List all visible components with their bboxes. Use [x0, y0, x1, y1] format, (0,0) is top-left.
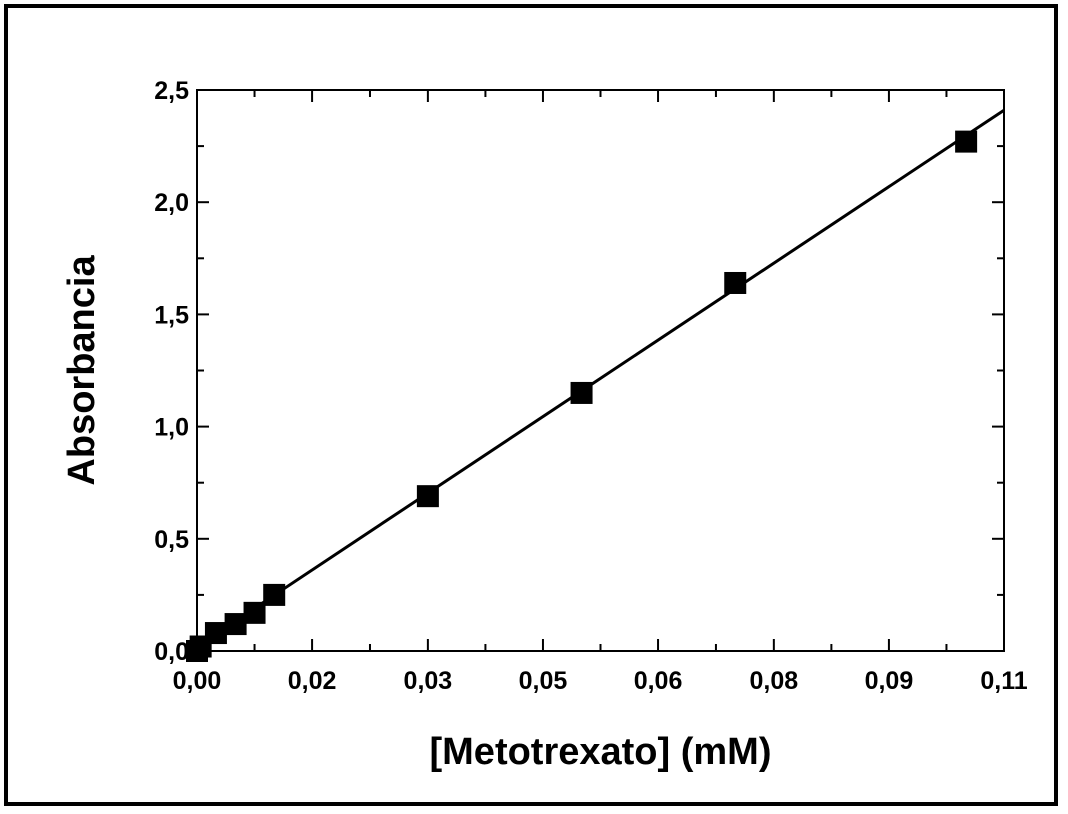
y-tick-label: 0,5 — [154, 526, 189, 554]
x-tick-label: 0,03 — [404, 667, 453, 695]
y-tick-label: 1,0 — [154, 414, 189, 442]
x-tick-label: 0,00 — [173, 667, 222, 695]
x-tick-label: 0,05 — [519, 667, 568, 695]
x-tick-label: 0,09 — [865, 667, 914, 695]
x-tick-label: 0,11 — [980, 667, 1027, 695]
y-axis-label: Absorbancia — [61, 255, 103, 486]
y-tick-label: 2,5 — [154, 77, 189, 105]
x-tick-label: 0,08 — [750, 667, 799, 695]
y-tick-label: 2,0 — [154, 189, 189, 217]
data-point — [204, 622, 227, 645]
data-points — [186, 130, 978, 662]
chart-frame: 0,00 0,02 0,03 0,05 0,06 0,08 0,09 0,11 0,0 0,5 1… — [4, 4, 1058, 806]
data-point — [243, 601, 266, 624]
y-tick-label: 1,5 — [154, 301, 189, 329]
x-tick-label: 0,02 — [288, 667, 337, 695]
data-point — [224, 613, 247, 636]
x-axis-label: [Metotrexato] (mM) — [430, 731, 772, 773]
y-axis: 0,0 0,5 1,0 1,5 2,0 2,5 — [154, 77, 1004, 666]
x-tick-label: 0,06 — [634, 667, 683, 695]
data-point — [955, 130, 978, 153]
x-axis: 0,00 0,02 0,03 0,05 0,06 0,08 0,09 0,11 — [173, 90, 1028, 695]
data-point — [416, 485, 439, 508]
y-tick-label: 0,0 — [154, 638, 189, 666]
data-point — [570, 381, 593, 404]
fit-line — [196, 108, 1005, 648]
chart: 0,00 0,02 0,03 0,05 0,06 0,08 0,09 0,11 0,0 0,5 1… — [61, 77, 1028, 773]
data-point — [724, 271, 747, 294]
fit-line-group — [196, 108, 1005, 648]
data-point — [263, 583, 286, 606]
